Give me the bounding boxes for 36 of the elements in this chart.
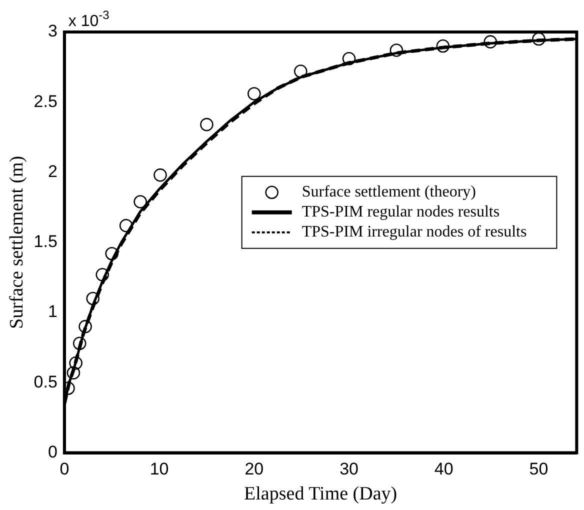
point bbox=[532, 32, 546, 46]
x-tick-label: 50 bbox=[529, 460, 548, 479]
point bbox=[390, 44, 404, 57]
point bbox=[154, 168, 167, 182]
x-tick-label: 30 bbox=[340, 460, 358, 479]
point bbox=[96, 268, 110, 282]
point bbox=[105, 246, 119, 260]
y-tick-label: 0 bbox=[48, 442, 58, 462]
point bbox=[294, 64, 308, 78]
y-tick-label: 1.5 bbox=[34, 232, 58, 252]
x-tick-label: 10 bbox=[150, 460, 169, 479]
point bbox=[248, 87, 261, 100]
x-tick-label: 20 bbox=[244, 460, 264, 479]
y-tick-label: 2 bbox=[48, 162, 58, 181]
point bbox=[436, 39, 450, 53]
point bbox=[342, 52, 356, 66]
y-tick-label: 0.5 bbox=[34, 372, 58, 392]
point bbox=[72, 336, 86, 350]
y-tick-label: 2.5 bbox=[34, 92, 58, 111]
point bbox=[86, 292, 100, 306]
x-tick-label: 0 bbox=[60, 460, 70, 479]
legend-label: Surface settlement (theory) bbox=[302, 184, 476, 201]
point bbox=[134, 195, 147, 208]
y-tick-label: 3 bbox=[48, 22, 58, 41]
legend-label: TPS-PIM irregular nodes of results bbox=[302, 224, 527, 241]
point bbox=[484, 35, 498, 48]
point bbox=[119, 218, 133, 232]
point bbox=[66, 366, 80, 380]
legend-label: TPS-PIM regular nodes results bbox=[302, 204, 500, 221]
x-tick-label: 40 bbox=[434, 460, 454, 479]
y-axis-title: Surface settlement (m) bbox=[6, 156, 28, 329]
y-tick-label: 1 bbox=[48, 302, 58, 322]
point bbox=[69, 356, 82, 370]
point bbox=[78, 320, 92, 334]
point bbox=[200, 118, 214, 132]
x-axis-title: Elapsed Time (Day) bbox=[244, 484, 398, 505]
